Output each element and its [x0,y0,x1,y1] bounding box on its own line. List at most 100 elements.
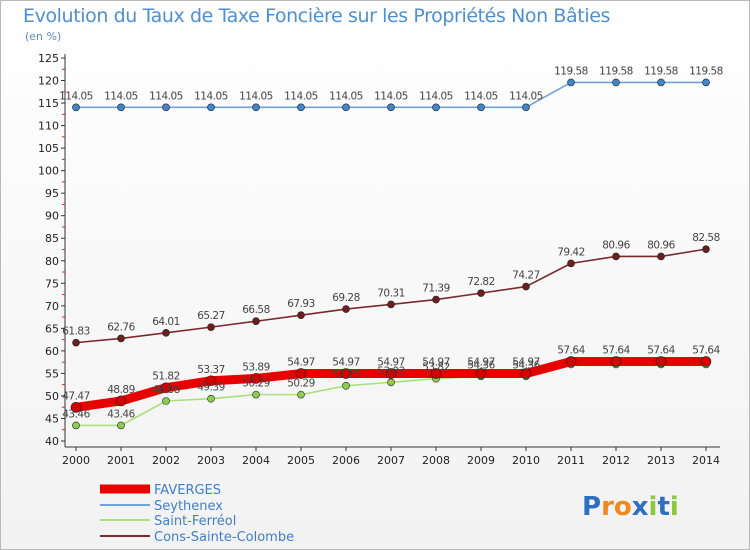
point-faverges [385,368,397,379]
point-cons-sainte-colombe [342,305,350,313]
series-lines [70,78,712,430]
data-label-cons-sainte-colombe: 71.39 [422,283,450,295]
point-seythenex [567,78,575,87]
x-tick-label: 2011 [557,454,585,467]
legend-label-cons-sainte-colombe: Cons-Sainte-Colombe [154,530,294,545]
data-label-saint-ferr-ol: 50.29 [242,378,270,390]
y-tick-label: 80 [45,255,59,268]
point-cons-sainte-colombe [657,252,665,261]
point-seythenex [702,78,710,87]
data-label-faverges: 54.97 [377,357,405,369]
point-faverges [700,356,712,367]
y-tick-label: 65 [45,322,59,335]
data-label-cons-sainte-colombe: 80.96 [647,239,675,251]
data-label-seythenex: 114.05 [59,90,93,102]
x-tick-label: 2007 [377,454,405,467]
data-label-cons-sainte-colombe: 80.96 [602,239,630,251]
data-label-seythenex: 114.05 [509,90,543,102]
y-tick-label: 40 [45,435,59,448]
data-label-saint-ferr-ol: 52.25 [332,369,360,381]
data-label-faverges: 54.97 [467,357,495,369]
point-faverges [655,356,667,367]
point-cons-sainte-colombe [522,282,530,291]
chart-title: Evolution du Taux de Taxe Foncière sur l… [23,5,611,27]
data-label-faverges: 54.97 [422,357,450,369]
point-seythenex [72,103,80,112]
point-seythenex [162,103,170,112]
y-tick-label: 75 [45,277,59,290]
point-cons-sainte-colombe [162,329,170,337]
x-tick-label: 2001 [107,454,135,467]
point-faverges [160,382,172,394]
point-saint-ferr-ol [342,382,350,390]
point-faverges [340,368,352,379]
point-seythenex [432,103,440,112]
y-tick-label: 105 [38,142,59,155]
point-seythenex [117,103,125,112]
data-label-saint-ferr-ol: 49.39 [197,382,225,394]
point-faverges [520,368,532,379]
x-tick-label: 2008 [422,454,450,467]
logo-letter: P [582,492,601,522]
data-label-cons-sainte-colombe: 67.93 [287,298,315,310]
y-tick-label: 110 [38,120,59,133]
data-label-seythenex: 114.05 [419,90,453,102]
y-tick-label: 115 [38,97,59,110]
point-faverges [115,395,127,407]
point-seythenex [342,103,350,112]
point-cons-sainte-colombe [702,245,710,253]
data-label-seythenex: 114.05 [284,90,318,102]
point-cons-sainte-colombe [477,289,485,297]
legend-label-seythenex: Seythenex [154,499,223,514]
data-label-cons-sainte-colombe: 79.42 [557,246,585,258]
data-label-saint-ferr-ol: 43.46 [107,408,135,420]
point-saint-ferr-ol [252,390,260,399]
y-tick-label: 70 [45,300,59,313]
point-saint-ferr-ol [117,421,125,430]
data-label-cons-sainte-colombe: 70.31 [377,287,405,299]
data-label-cons-sainte-colombe: 64.01 [152,316,180,328]
x-tick-label: 2009 [467,454,495,467]
legend-label-saint-ferr-ol: Saint-Ferréol [154,514,236,529]
point-saint-ferr-ol [162,397,170,405]
data-label-saint-ferr-ol: 54.36 [467,359,495,371]
point-cons-sainte-colombe [612,252,620,261]
point-cons-sainte-colombe [207,323,215,331]
point-seythenex [297,103,305,112]
point-faverges [475,368,487,379]
chart-subtitle: (en %) [25,30,62,43]
data-label-faverges: 54.97 [512,357,540,369]
data-label-seythenex: 114.05 [464,90,498,102]
x-tick-label: 2006 [332,454,360,467]
point-cons-sainte-colombe [387,300,395,309]
data-label-cons-sainte-colombe: 72.82 [467,276,495,288]
point-saint-ferr-ol [207,394,215,403]
proxiti-logo: Proxiti [582,492,679,522]
point-faverges [610,356,622,367]
x-tick-label: 2012 [602,454,630,467]
point-faverges [250,373,262,384]
data-label-saint-ferr-ol: 53.03 [377,365,405,377]
point-cons-sainte-colombe [297,311,305,319]
data-label-seythenex: 114.05 [149,90,183,102]
logo-letter: i [670,492,679,522]
x-tick-label: 2004 [242,454,270,467]
data-label-seythenex: 119.58 [554,65,588,77]
data-label-cons-sainte-colombe: 69.28 [332,292,360,304]
data-label-seythenex: 114.05 [194,90,228,102]
data-label-cons-sainte-colombe: 66.58 [242,304,270,316]
point-faverges [430,368,442,379]
point-cons-sainte-colombe [432,295,440,304]
data-label-seythenex: 119.58 [644,65,678,77]
data-label-saint-ferr-ol: 43.46 [62,408,90,420]
data-label-seythenex: 114.05 [104,90,138,102]
x-tick-label: 2013 [647,454,675,467]
data-label-cons-sainte-colombe: 62.76 [107,321,135,333]
point-cons-sainte-colombe [252,317,260,326]
point-saint-ferr-ol [72,421,80,430]
point-saint-ferr-ol [387,378,395,387]
y-tick-label: 60 [45,345,59,358]
logo-letter: t [657,492,669,522]
